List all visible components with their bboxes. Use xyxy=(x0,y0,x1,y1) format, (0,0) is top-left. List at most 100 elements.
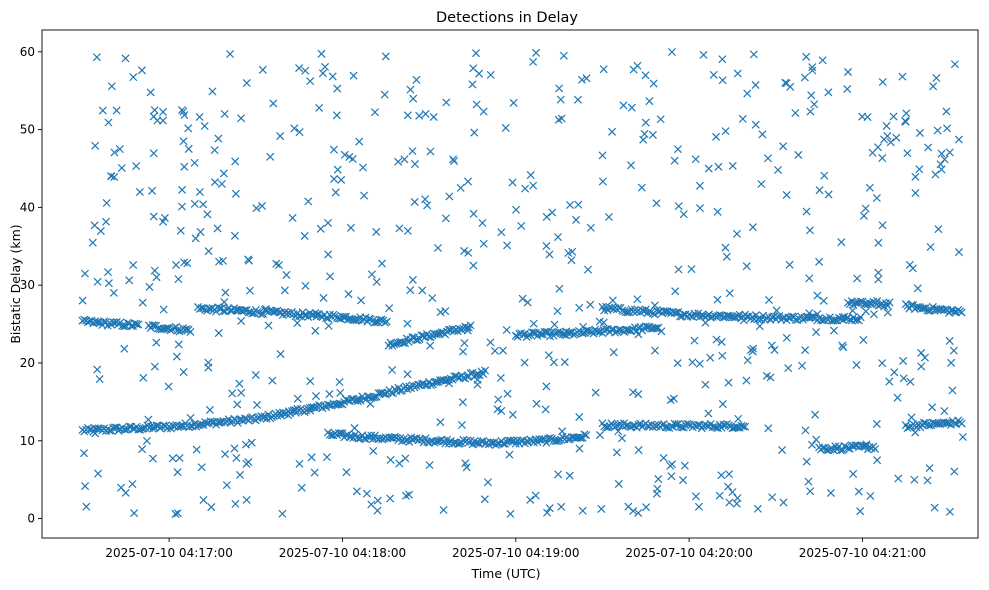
track-marker xyxy=(540,327,549,336)
data-point xyxy=(221,450,230,459)
data-point xyxy=(280,286,289,295)
data-point xyxy=(878,77,887,87)
data-point xyxy=(802,52,811,61)
data-point xyxy=(578,506,587,515)
data-point xyxy=(410,197,419,206)
data-point xyxy=(917,348,926,357)
data-point xyxy=(687,265,696,274)
data-point xyxy=(575,303,584,312)
data-point xyxy=(758,130,767,139)
data-point xyxy=(883,308,892,317)
track-marker xyxy=(173,326,182,335)
data-point xyxy=(380,90,389,99)
data-point xyxy=(190,158,199,167)
data-point xyxy=(475,69,484,78)
data-point xyxy=(336,388,345,397)
data-point xyxy=(555,84,564,93)
data-point xyxy=(579,322,588,331)
data-point xyxy=(518,294,527,303)
track-marker xyxy=(334,400,343,409)
data-point xyxy=(853,274,862,283)
data-point xyxy=(829,326,838,335)
track-marker xyxy=(831,316,840,325)
data-point xyxy=(129,261,138,270)
data-point xyxy=(102,198,111,208)
data-point xyxy=(913,284,922,293)
data-point xyxy=(649,79,658,88)
data-point xyxy=(90,221,99,230)
data-point xyxy=(148,186,157,195)
data-point xyxy=(926,242,935,252)
track-marker xyxy=(544,434,553,443)
data-point xyxy=(173,509,182,518)
track-marker xyxy=(481,366,490,375)
data-point xyxy=(268,376,277,385)
y-tick-label: 30 xyxy=(20,278,35,292)
data-point xyxy=(878,359,887,368)
data-point xyxy=(496,373,505,382)
data-point xyxy=(947,358,956,367)
track-marker xyxy=(672,420,681,429)
track-marker xyxy=(542,438,551,447)
data-point xyxy=(395,459,404,468)
data-point xyxy=(340,150,349,159)
data-point xyxy=(751,80,760,90)
data-point xyxy=(670,156,679,165)
data-point xyxy=(210,178,219,187)
track-marker xyxy=(435,436,444,445)
data-point xyxy=(545,504,554,513)
data-point xyxy=(862,440,871,449)
data-point xyxy=(373,496,382,505)
data-point xyxy=(802,207,811,216)
data-point xyxy=(714,162,723,171)
data-point xyxy=(805,309,814,318)
data-point xyxy=(358,163,368,172)
data-point xyxy=(529,319,538,328)
data-point xyxy=(242,79,251,88)
track-marker xyxy=(829,316,838,325)
data-point xyxy=(403,370,412,379)
data-point xyxy=(724,482,733,491)
track-marker xyxy=(582,431,591,440)
data-point xyxy=(460,246,469,255)
data-point xyxy=(349,71,358,80)
data-point xyxy=(614,427,623,436)
data-point xyxy=(394,157,403,166)
data-point xyxy=(175,453,184,463)
track-marker xyxy=(132,320,141,329)
data-point xyxy=(674,265,683,274)
data-point xyxy=(815,186,824,195)
track-marker xyxy=(125,422,134,431)
track-marker xyxy=(851,316,860,325)
data-point xyxy=(423,201,432,210)
data-point xyxy=(195,187,204,196)
data-point xyxy=(898,72,907,81)
data-point xyxy=(80,269,90,278)
data-point xyxy=(614,479,623,488)
track-marker xyxy=(816,315,825,325)
data-point xyxy=(142,436,151,445)
data-point xyxy=(221,288,230,297)
data-point xyxy=(619,101,628,110)
data-point xyxy=(542,241,551,250)
track-marker xyxy=(134,320,143,329)
track-marker xyxy=(670,419,679,428)
data-point xyxy=(200,121,209,131)
data-point xyxy=(439,505,448,515)
data-point xyxy=(241,440,250,449)
data-point xyxy=(598,177,607,186)
track-marker xyxy=(713,311,723,320)
data-point xyxy=(149,212,158,221)
data-point xyxy=(408,147,417,156)
data-point xyxy=(890,368,899,377)
data-point xyxy=(117,163,126,172)
track-marker xyxy=(105,426,114,435)
data-point xyxy=(300,231,309,240)
data-point xyxy=(503,241,512,250)
data-point xyxy=(627,103,636,112)
data-point xyxy=(641,71,650,80)
data-point xyxy=(652,199,661,208)
data-point xyxy=(269,99,278,108)
data-point xyxy=(237,316,246,326)
track-marker xyxy=(565,328,574,337)
